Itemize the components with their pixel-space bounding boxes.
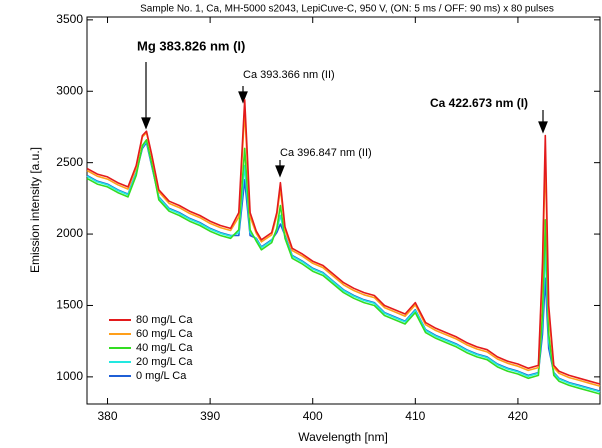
legend-label: 20 mg/L Ca <box>136 356 193 368</box>
y-tick-label: 3000 <box>56 83 83 97</box>
legend-label: 0 mg/L Ca <box>136 370 187 382</box>
spectrum-line <box>86 99 601 385</box>
x-axis-label: Wavelength [nm] <box>298 430 388 444</box>
y-tick-label: 1500 <box>56 298 83 312</box>
legend-label: 80 mg/L Ca <box>136 314 193 326</box>
annotation: Mg 383.826 nm (I) <box>137 38 245 53</box>
spectrum-line <box>86 139 601 395</box>
x-tick-label: 410 <box>405 409 425 423</box>
spectrum-line <box>86 110 601 387</box>
y-axis-label: Emission intensity [a.u.] <box>28 147 42 273</box>
chart-title: Sample No. 1, Ca, MH-5000 s2043, LepiCuv… <box>140 4 554 15</box>
x-tick-label: 420 <box>508 409 528 423</box>
y-tick-label: 3500 <box>56 12 83 26</box>
y-tick-label: 2500 <box>56 155 83 169</box>
legend-label: 60 mg/L Ca <box>136 328 193 340</box>
annotation: Ca 396.847 nm (II) <box>280 147 372 159</box>
y-tick-label: 1000 <box>56 369 83 383</box>
annotation-arrows <box>141 62 548 178</box>
x-tick-label: 380 <box>98 409 118 423</box>
legend-label: 40 mg/L Ca <box>136 342 193 354</box>
annotation: Ca 393.366 nm (II) <box>243 69 335 81</box>
x-tick-label: 390 <box>200 409 220 423</box>
x-tick-label: 400 <box>303 409 323 423</box>
annotation: Ca 422.673 nm (I) <box>430 96 528 110</box>
spectrum-line <box>86 140 601 393</box>
plot-frame <box>86 16 601 405</box>
y-tick-label: 2000 <box>56 226 83 240</box>
